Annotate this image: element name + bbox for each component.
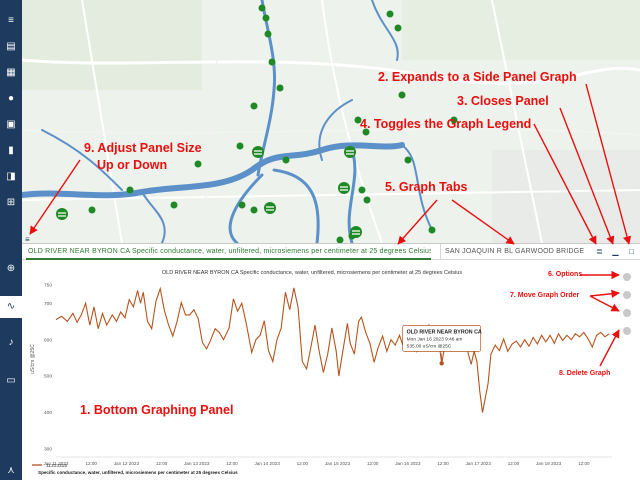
annotation-adjust-size-line1: 9. Adjust Panel Size [84,141,202,155]
legend-series-description: Specific conductance, water, unfiltered,… [38,470,238,475]
share-icon[interactable]: ⋏ [7,465,15,476]
x-tick-label: Jan 12 2023 [114,461,140,466]
river-network [22,0,433,243]
tooltip-value: 535.00 uS/cm @25C [407,343,452,349]
y-axis-label: uS/cm @25C [30,344,36,374]
map-view[interactable] [22,0,640,243]
zoom-icon[interactable]: ⊕ [6,263,16,274]
legend-series-name: 11313315 [46,463,67,469]
y-tick-label: 600 [44,337,52,343]
annotation-graph-tabs: 5. Graph Tabs [385,180,468,194]
y-tick-label: 400 [44,410,52,416]
chart-bars-icon[interactable]: ▮ [8,145,14,156]
annotation-expands-side-panel: 2. Expands to a Side Panel Graph [378,70,577,84]
x-tick-label: 12:00 [437,461,449,466]
x-tick-label: Jan 17 2023 [466,461,492,466]
chart-title: OLD RIVER NEAR BYRON CA Specific conduct… [162,270,462,276]
x-tick-label: Jan 13 2023 [184,461,210,466]
line-chart: OLD RIVER NEAR BYRON CA Specific conduct… [30,270,612,475]
minimize-icon[interactable]: ▁ [612,247,619,256]
y-tick-label: 300 [44,447,52,453]
panel-resize-handle-icon[interactable]: ≡ [25,235,30,244]
y-tick-label: 750 [44,283,52,289]
legend-toggle-icon[interactable]: ≣ [596,247,603,256]
x-tick-label: Jan 15 2023 [325,461,351,466]
y-axis: 300 400 500 600 700 750 [44,283,52,453]
annotation-options: 6. Options [548,271,583,278]
x-axis: Jan 11 2023 12:00 Jan 12 2023 12:00 Jan 13 2… [44,456,612,466]
x-tick-label: 12:00 [578,461,590,466]
annotation-delete-graph: 8. Delete Graph [559,370,611,377]
tooltip-site: OLD RIVER NEAR BYRON CA [407,329,482,335]
tooltip-time: Mon Jan 16 2023 9:46 am [407,336,463,342]
annotation-closes-panel: 3. Closes Panel [457,94,549,108]
y-tick-label: 700 [44,301,52,307]
delete-graph-button[interactable] [623,327,631,335]
x-tick-label: Jan 14 2023 [254,461,280,466]
x-tick-label: 12:00 [156,461,168,466]
toggle-icon[interactable]: ◨ [6,171,16,182]
layers-icon[interactable]: ≡ [8,15,14,26]
graph-icon[interactable]: ∿ [0,296,22,318]
bell-icon[interactable]: ♪ [8,337,14,348]
x-tick-label: Jan 18 2023 [536,461,562,466]
x-tick-label: 12:00 [367,461,379,466]
annotation-toggle-legend: 4. Toggles the Graph Legend [360,117,532,131]
y-tick-label: 500 [44,374,52,380]
data-tooltip: OLD RIVER NEAR BYRON CA Mon Jan 16 2023 … [402,325,482,352]
x-tick-label: 12:00 [85,461,97,466]
x-tick-label: Jan 11 2023 [44,461,69,466]
x-tick-label: Jan 16 2023 [395,461,421,466]
left-toolbar: ≡ ▤ ▦ ● ▣ ▮ ◨ ⊞ ⊕ ∿ ♪ ▭ ⋏ [0,0,22,480]
x-tick-label: 12:00 [297,461,309,466]
options-button[interactable] [623,273,631,281]
x-tick-label: 12:00 [226,461,238,466]
print-icon[interactable]: ▭ [6,375,16,386]
briefcase-icon[interactable]: ▣ [6,119,16,130]
annotation-adjust-size-line2: Up or Down [97,158,168,172]
bottom-graph-panel: OLD RIVER NEAR BYRON CA Specific conduct… [22,261,640,480]
move-graph-down-button[interactable] [623,309,631,317]
grid-icon[interactable]: ▦ [6,67,16,78]
x-tick-label: 12:00 [508,461,520,466]
graph-tab-strip: OLD RIVER NEAR BYRON CA Specific conduct… [22,243,640,260]
maximize-side-panel-icon[interactable]: □ [629,247,634,256]
series-line-11313315 [55,286,610,413]
map-icon[interactable]: ▤ [6,41,16,52]
tab-old-river-near-byron[interactable]: OLD RIVER NEAR BYRON CA Specific conduct… [26,244,431,260]
sidebar-filler-icon[interactable]: ⊞ [6,197,16,208]
annotation-bottom-panel: 1. Bottom Graphing Panel [80,403,234,417]
globe-icon[interactable]: ● [7,93,15,104]
move-graph-up-button[interactable] [623,291,631,299]
map-canvas[interactable] [22,0,640,243]
annotation-move-order: 7. Move Graph Order [510,292,580,299]
tab-san-joaquin-garwood[interactable]: SAN JOAQUIN R BL GARWOOD BRIDGE [440,244,600,260]
